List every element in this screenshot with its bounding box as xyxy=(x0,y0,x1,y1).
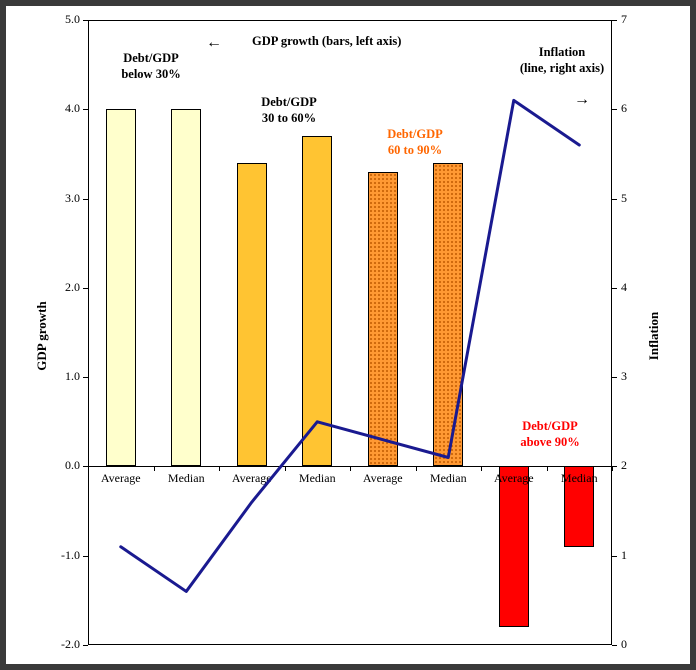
annotation-debt-above-90: Debt/GDP above 90% xyxy=(520,419,580,450)
left-axis-tick xyxy=(83,466,88,468)
category-label: Median xyxy=(298,471,336,486)
left-axis-tick xyxy=(83,198,88,200)
category-label: Median xyxy=(429,471,467,486)
right-axis-tick xyxy=(612,645,617,646)
category-label: Average xyxy=(100,471,141,486)
category-label: Average xyxy=(493,471,534,486)
right-axis-tick xyxy=(612,198,617,200)
left-axis-tick-label: 5.0 xyxy=(65,12,80,26)
left-axis-tick-label: -1.0 xyxy=(61,547,80,562)
annotation-debt-60-to-90: Debt/GDP 60 to 90% xyxy=(387,127,443,158)
annotation-debt-below-30: Debt/GDP below 30% xyxy=(121,51,181,82)
chart-area: GDP growth Inflation Debt/GDP below 30% … xyxy=(6,6,690,664)
bar-average-group1 xyxy=(105,109,136,467)
right-axis-tick xyxy=(612,377,617,379)
right-axis-tick-label: 4 xyxy=(621,279,627,294)
left-axis-tick xyxy=(83,287,88,289)
right-axis-tick-label: 3 xyxy=(621,369,627,384)
annotation-bars-legend: GDP growth (bars, left axis) xyxy=(252,34,402,48)
left-axis-tick xyxy=(83,20,88,21)
inflation-polyline xyxy=(119,98,581,593)
right-axis-tick xyxy=(612,20,617,21)
right-axis-tick-label: 7 xyxy=(621,12,627,26)
category-axis-tick xyxy=(284,466,286,472)
left-axis-tick xyxy=(83,555,88,557)
right-axis-tick-label: 1 xyxy=(621,547,627,562)
bar-median-group4 xyxy=(564,466,595,547)
right-axis-tick xyxy=(612,109,617,111)
left-axis-tick xyxy=(83,109,88,111)
bar-median-group3 xyxy=(433,162,464,467)
left-axis-tick-label: 0.0 xyxy=(65,458,80,473)
right-axis-tick-label: 5 xyxy=(621,190,627,205)
right-axis-tick-label: 6 xyxy=(621,101,627,116)
category-axis-tick xyxy=(481,466,482,472)
category-label: Median xyxy=(560,471,598,486)
bar-median-group2 xyxy=(302,136,333,467)
category-label: Average xyxy=(362,471,403,486)
left-axis-tick-label: 3.0 xyxy=(65,190,80,205)
left-axis-tick-label: 4.0 xyxy=(65,101,80,116)
left-arrow-icon: ← xyxy=(206,34,222,51)
bar-average-group4 xyxy=(498,466,529,628)
category-axis-tick xyxy=(153,466,155,472)
left-axis-tick-label: 1.0 xyxy=(65,369,80,384)
left-axis-tick-label: 2.0 xyxy=(65,279,80,294)
inflation-line xyxy=(119,98,581,593)
category-label: Average xyxy=(231,471,272,486)
category-axis-tick xyxy=(219,466,220,472)
category-axis-tick xyxy=(612,466,613,472)
right-axis-tick xyxy=(612,287,617,289)
category-axis-tick xyxy=(415,466,417,472)
bar-median-group1 xyxy=(171,109,202,467)
category-axis-tick xyxy=(350,466,351,472)
annotation-debt-30-to-60: Debt/GDP 30 to 60% xyxy=(261,95,317,126)
plot-border xyxy=(88,20,612,645)
bar-average-group3 xyxy=(367,171,398,467)
category-axis-tick xyxy=(546,466,548,472)
right-axis-tick xyxy=(612,555,617,557)
category-label: Median xyxy=(167,471,205,486)
annotation-line-legend: Inflation (line, right axis) xyxy=(519,45,605,76)
right-axis-tick-label: 2 xyxy=(621,458,627,473)
right-arrow-icon: → xyxy=(574,91,590,108)
right-axis-tick xyxy=(612,466,617,468)
left-axis-tick-label: -2.0 xyxy=(61,637,80,651)
right-axis-tick-label: 0 xyxy=(621,637,627,651)
left-axis-tick xyxy=(83,377,88,379)
bar-average-group2 xyxy=(236,162,267,467)
left-axis-tick xyxy=(83,645,88,646)
category-axis-tick xyxy=(88,466,89,472)
